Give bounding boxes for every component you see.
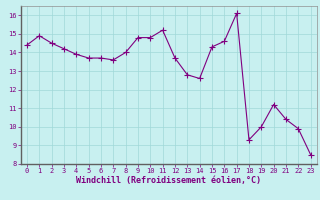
X-axis label: Windchill (Refroidissement éolien,°C): Windchill (Refroidissement éolien,°C) (76, 176, 261, 185)
